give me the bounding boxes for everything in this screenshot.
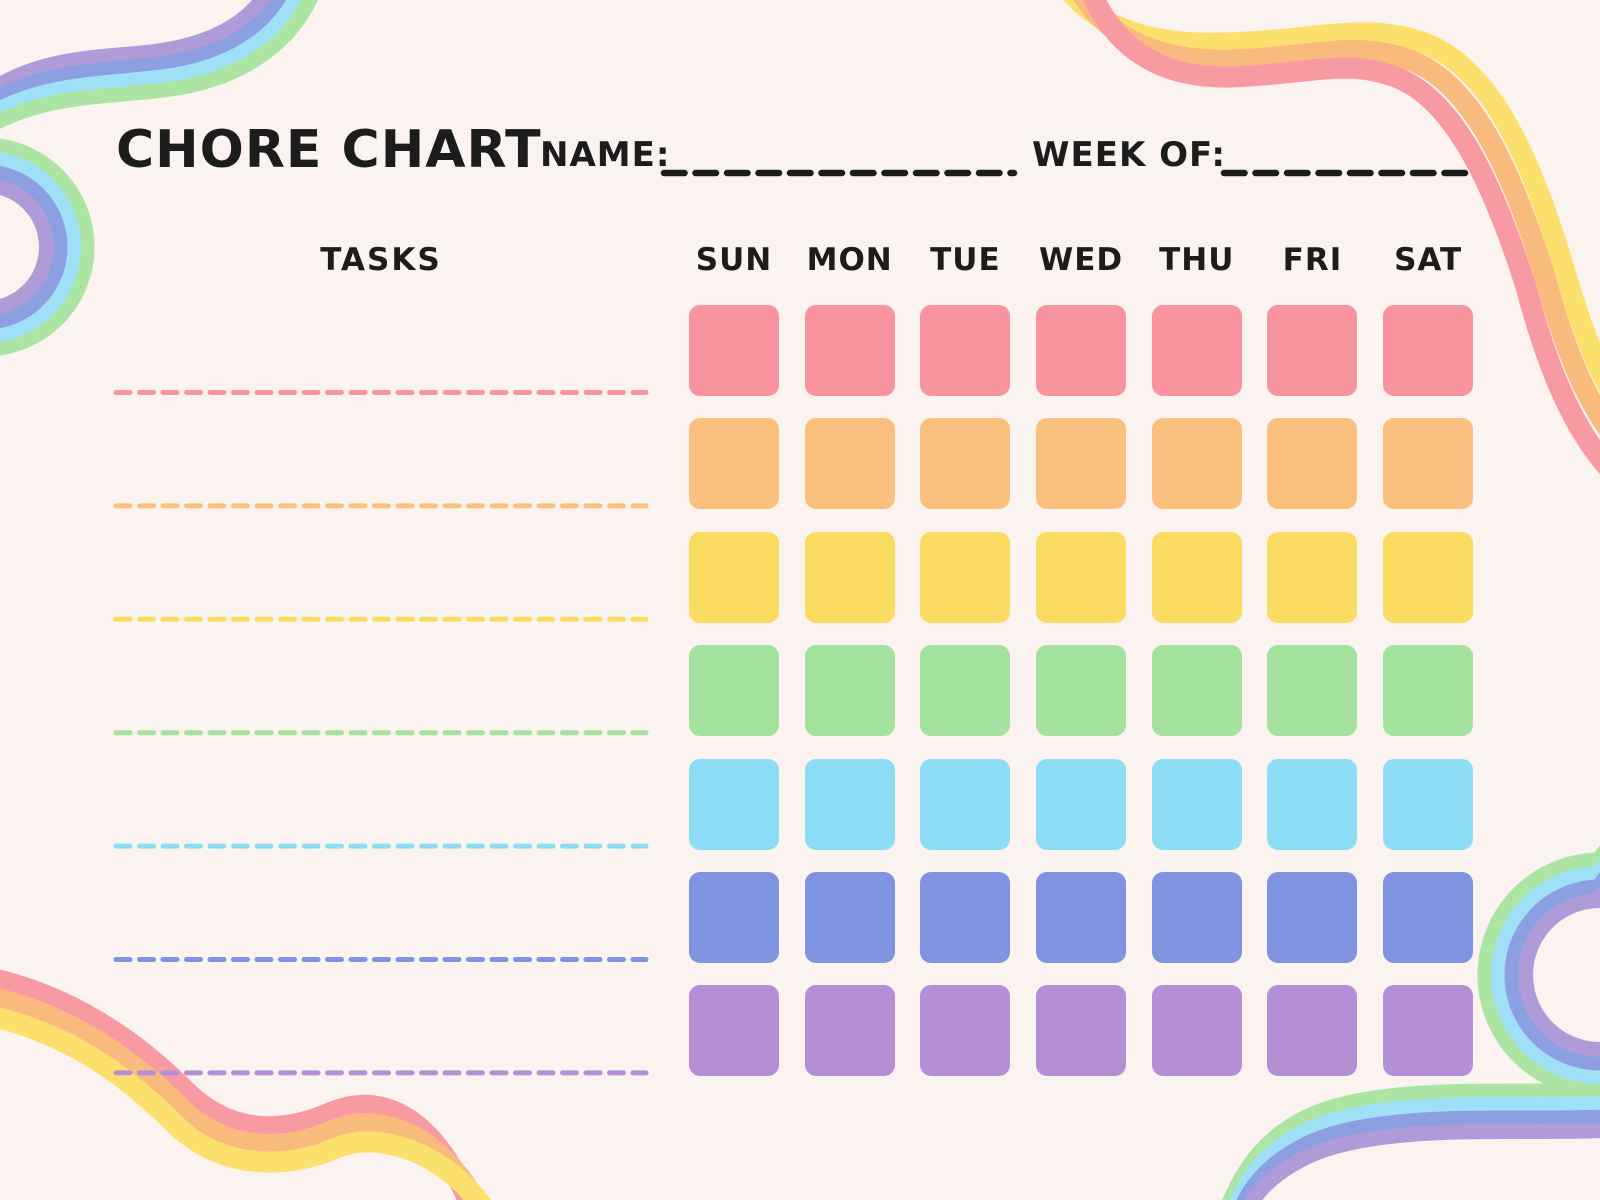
day-label-tue: TUE	[930, 242, 1001, 278]
ribbon-band-yellow	[0, 1007, 491, 1200]
chore-cell-row-5-sky-blue-thu[interactable]	[1151, 758, 1242, 850]
chore-cell-row-2-orange-mon[interactable]	[804, 418, 895, 510]
chore-cell-row-4-green-mon[interactable]	[804, 645, 895, 737]
chore-cell-row-1-red-tue[interactable]	[920, 305, 1011, 396]
chore-cell-row-7-purple-sat[interactable]	[1383, 985, 1474, 1077]
chore-cell-row-1-red-mon[interactable]	[804, 305, 895, 396]
day-header-row: SUN MON TUE WED THU FRI SAT	[689, 238, 1472, 282]
ribbon-curl-purple	[0, 179, 54, 315]
chore-cell-row-1-red-thu[interactable]	[1151, 305, 1242, 396]
chore-cell-row-2-orange-fri[interactable]	[1267, 418, 1358, 510]
week-of-label: WEEK OF:	[1032, 135, 1227, 175]
chore-cell-row-7-purple-wed[interactable]	[1036, 985, 1127, 1077]
page-title: CHORE CHART	[116, 120, 542, 180]
ribbon-band-orange	[0, 988, 487, 1200]
chore-grid	[689, 305, 1474, 1077]
day-label-fri: FRI	[1282, 242, 1343, 278]
chore-cell-row-3-yellow-wed[interactable]	[1036, 531, 1127, 623]
chore-cell-row-3-yellow-tue[interactable]	[920, 531, 1011, 623]
chore-cell-row-5-sky-blue-mon[interactable]	[804, 758, 895, 850]
chore-cell-row-6-periwinkle-fri[interactable]	[1267, 871, 1358, 963]
chore-cell-row-2-orange-sat[interactable]	[1383, 418, 1474, 510]
ribbon-band-blue	[0, 0, 288, 106]
chore-cell-row-6-periwinkle-thu[interactable]	[1151, 871, 1242, 963]
chore-cell-row-6-periwinkle-tue[interactable]	[920, 871, 1011, 963]
day-label-sun: SUN	[695, 242, 773, 278]
chore-cell-row-6-periwinkle-sun[interactable]	[689, 871, 779, 963]
chore-cell-row-2-orange-thu[interactable]	[1151, 418, 1242, 510]
chore-cell-row-1-red-fri[interactable]	[1267, 305, 1358, 396]
chore-cell-row-6-periwinkle-wed[interactable]	[1036, 871, 1127, 963]
chore-cell-row-7-purple-tue[interactable]	[920, 985, 1011, 1077]
chore-cell-row-5-sky-blue-wed[interactable]	[1036, 758, 1127, 850]
chore-cell-row-4-green-sun[interactable]	[689, 645, 779, 737]
chore-cell-row-5-sky-blue-sun[interactable]	[689, 758, 779, 850]
chore-cell-row-4-green-tue[interactable]	[920, 645, 1011, 737]
day-label-thu: THU	[1159, 242, 1235, 278]
name-label: NAME:	[540, 135, 671, 175]
chore-cell-row-4-green-sat[interactable]	[1383, 645, 1474, 737]
chore-cell-row-2-orange-tue[interactable]	[920, 418, 1011, 510]
chore-cell-row-6-periwinkle-mon[interactable]	[804, 871, 895, 963]
ribbon-curl-cyan	[0, 152, 81, 342]
chore-cell-row-3-yellow-fri[interactable]	[1267, 531, 1358, 623]
ribbon-curl-blue	[0, 165, 68, 329]
chore-cell-row-6-periwinkle-sat[interactable]	[1383, 871, 1474, 963]
ribbon-band-green	[0, 0, 318, 129]
chore-cell-row-7-purple-mon[interactable]	[804, 985, 895, 1077]
chore-cell-row-1-red-sat[interactable]	[1383, 305, 1474, 396]
chore-cell-row-3-yellow-mon[interactable]	[804, 531, 895, 623]
task-input-lines	[113, 390, 649, 1076]
ribbon-band-cyan	[0, 0, 304, 118]
day-label-wed: WED	[1039, 242, 1124, 278]
bottom-left-rainbow-ribbon	[0, 969, 491, 1200]
chore-cell-row-2-orange-sun[interactable]	[689, 418, 779, 510]
chore-cell-row-5-sky-blue-fri[interactable]	[1267, 758, 1358, 850]
ribbon-band-purple	[0, 0, 272, 94]
chore-cell-row-1-red-wed[interactable]	[1036, 305, 1127, 396]
chore-cell-row-3-yellow-thu[interactable]	[1151, 531, 1242, 623]
day-label-sat: SAT	[1394, 242, 1463, 278]
chore-cell-row-3-yellow-sat[interactable]	[1383, 531, 1474, 623]
chore-cell-row-2-orange-wed[interactable]	[1036, 418, 1127, 510]
chore-cell-row-7-purple-thu[interactable]	[1151, 985, 1242, 1077]
day-label-mon: MON	[806, 242, 893, 278]
ribbon-band-pink	[0, 969, 479, 1200]
chore-cell-row-7-purple-fri[interactable]	[1267, 985, 1358, 1077]
ribbon-curl-green	[0, 138, 95, 356]
chore-cell-row-7-purple-sun[interactable]	[689, 985, 779, 1077]
chore-cell-row-4-green-wed[interactable]	[1036, 645, 1127, 737]
chore-cell-row-4-green-fri[interactable]	[1267, 645, 1358, 737]
chore-cell-row-1-red-sun[interactable]	[689, 305, 779, 396]
chore-cell-row-4-green-thu[interactable]	[1151, 645, 1242, 737]
tasks-column-header: TASKS	[320, 242, 442, 278]
chore-cell-row-5-sky-blue-sat[interactable]	[1383, 758, 1474, 850]
chore-cell-row-5-sky-blue-tue[interactable]	[920, 758, 1011, 850]
chore-cell-row-3-yellow-sun[interactable]	[689, 531, 779, 623]
